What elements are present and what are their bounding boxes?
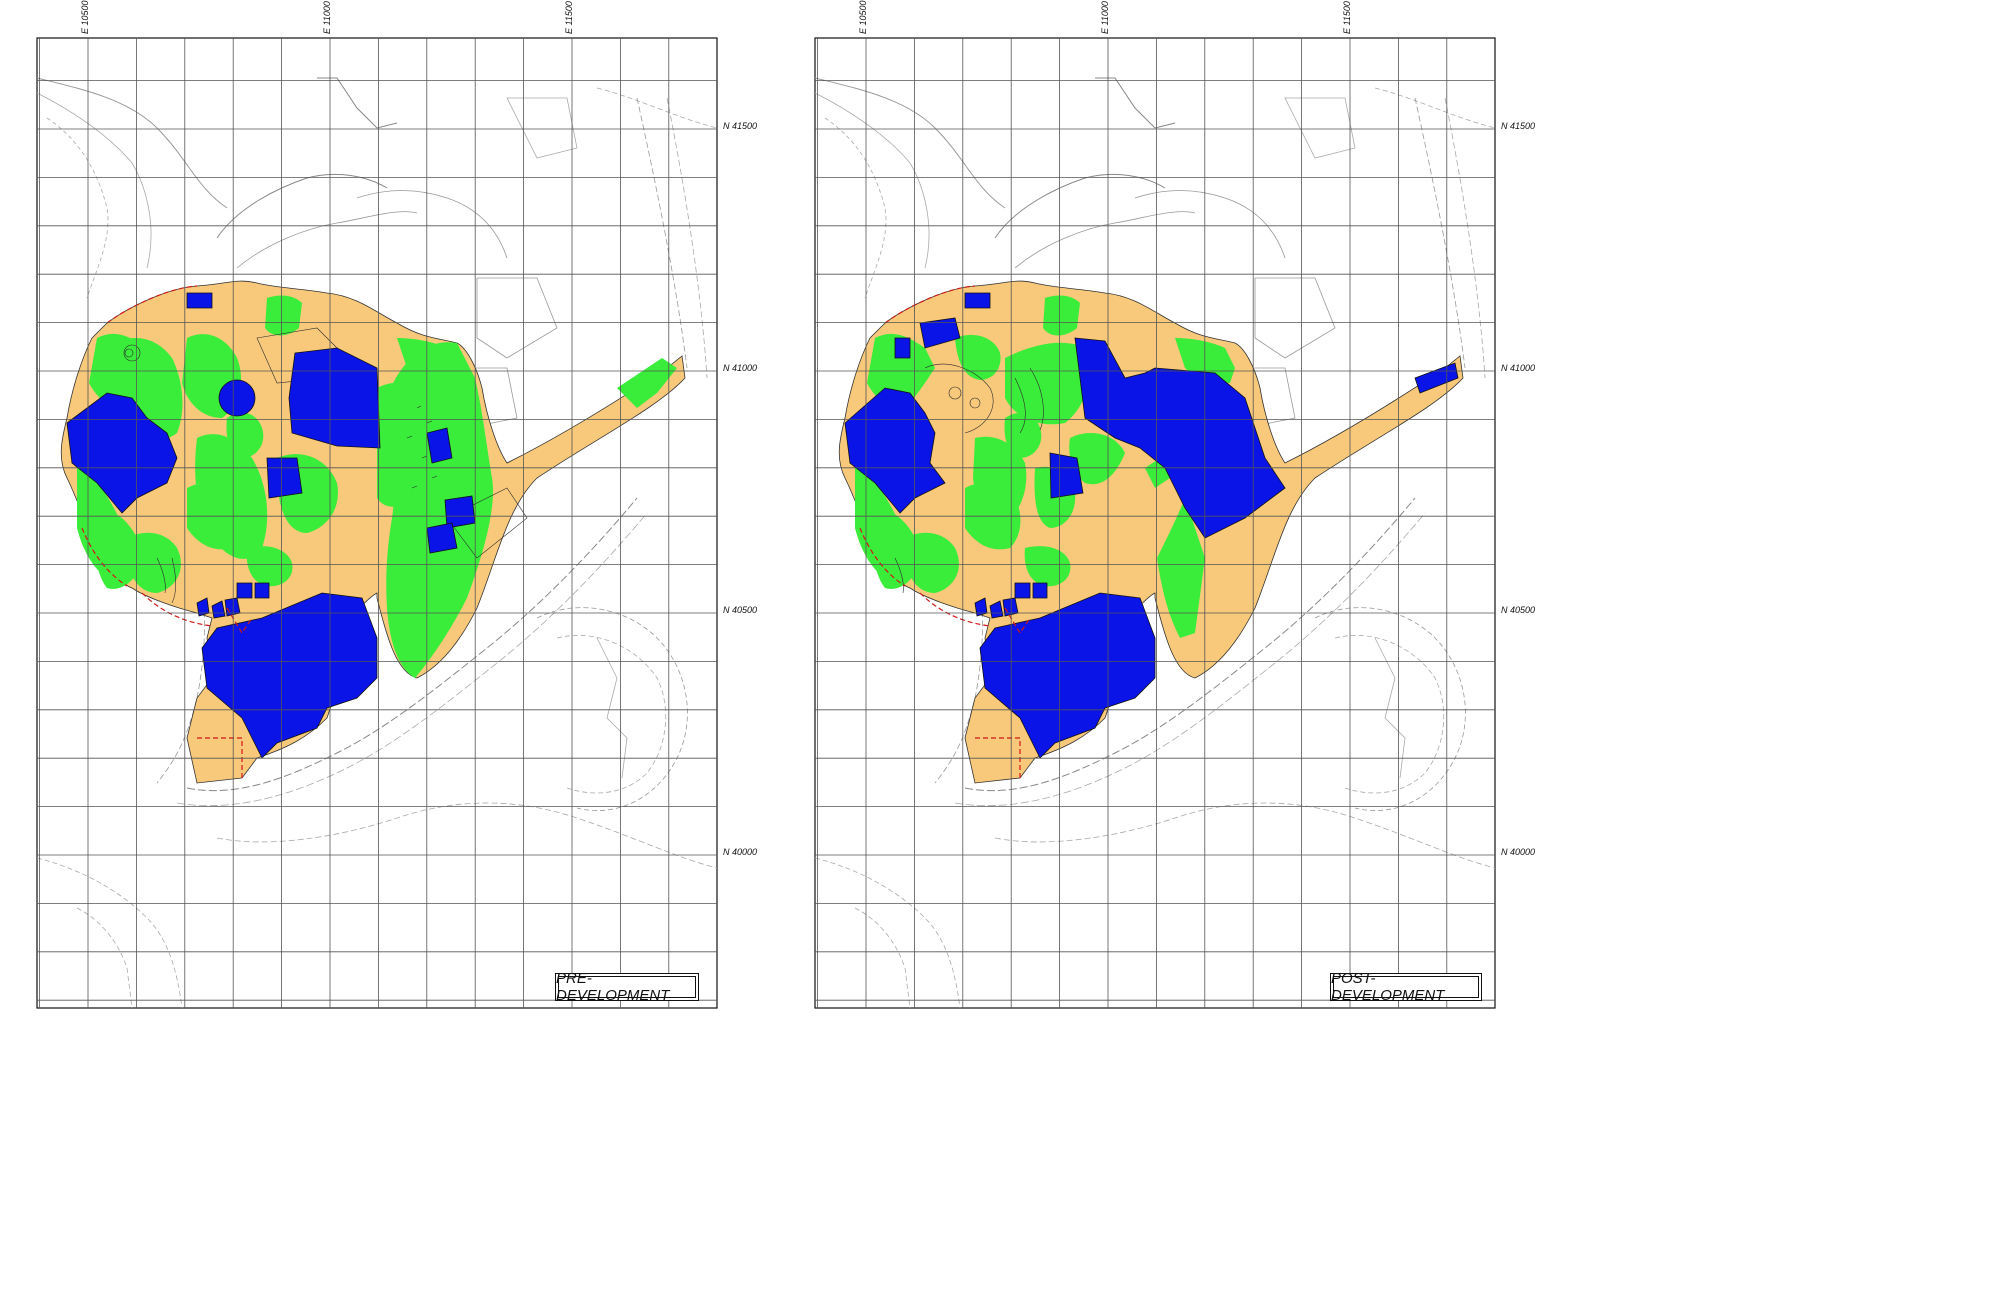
building-rotunda (218, 379, 256, 417)
development-boundary (859, 285, 1031, 778)
northing-label: N 41500 (723, 121, 757, 131)
northing-label: N 40000 (1501, 847, 1535, 857)
site-detail-linework (123, 327, 528, 604)
coordinate-grid (815, 38, 1495, 1008)
easting-label: E 11000 (322, 1, 332, 34)
building-kiosk-north (964, 292, 991, 309)
easting-label: E 11500 (564, 1, 574, 34)
post-development-plan: E 10500 E 11000 E 11500 N 41500 N 41000 … (814, 0, 1535, 1009)
northing-label: N 40500 (723, 605, 757, 615)
building-pair-south (236, 582, 270, 599)
northing-label: N 40500 (1501, 605, 1535, 615)
building-large-east (1074, 337, 1286, 539)
northing-label: N 40000 (723, 847, 757, 857)
development-boundary (81, 285, 253, 778)
easting-label: E 11500 (1342, 1, 1352, 34)
panel-title-pre: PRE-DEVELOPMENT (555, 970, 699, 1004)
panel-title-post: POST-DEVELOPMENT (1330, 970, 1482, 1004)
easting-label: E 10500 (80, 0, 90, 34)
northing-label: N 41000 (723, 363, 757, 373)
building-small-1 (266, 457, 303, 499)
coordinate-grid (37, 38, 717, 1008)
building-small-4 (426, 522, 458, 554)
building-central (288, 347, 381, 449)
building-north-west (919, 317, 961, 349)
easting-label: E 10500 (858, 0, 868, 34)
pre-development-plan: E 10500 E 11000 E 11500 N 41500 N 41000 … (36, 0, 757, 1009)
building-northeast (1414, 362, 1459, 394)
building-footprints (66, 292, 476, 759)
building-west (66, 392, 178, 514)
building-small-1 (1049, 452, 1084, 499)
site-plan-sheet: E 10500 E 11000 E 11500 N 41500 N 41000 … (36, 0, 1535, 1009)
northing-label: N 41500 (1501, 121, 1535, 131)
building-pair-south (1014, 582, 1048, 599)
easting-label: E 11000 (1100, 1, 1110, 34)
building-small-north (894, 337, 911, 359)
building-small-2 (426, 427, 453, 464)
landscape-area (77, 295, 677, 678)
building-kiosk-north (186, 292, 213, 309)
northing-label: N 41000 (1501, 363, 1535, 373)
